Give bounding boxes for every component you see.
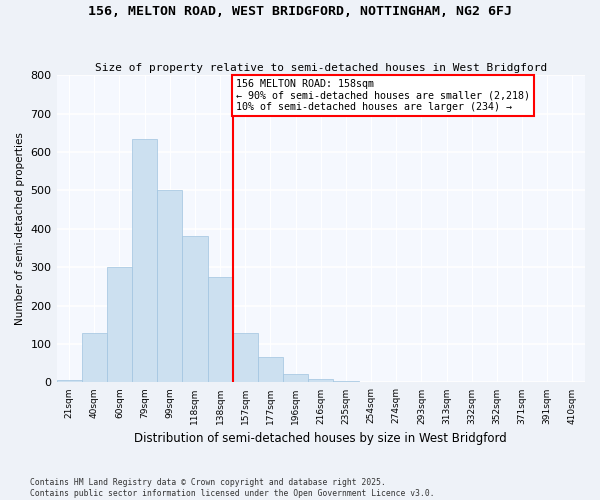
Y-axis label: Number of semi-detached properties: Number of semi-detached properties (15, 132, 25, 325)
Text: 156 MELTON ROAD: 158sqm
← 90% of semi-detached houses are smaller (2,218)
10% of: 156 MELTON ROAD: 158sqm ← 90% of semi-de… (236, 79, 530, 112)
Text: Contains HM Land Registry data © Crown copyright and database right 2025.
Contai: Contains HM Land Registry data © Crown c… (30, 478, 434, 498)
Bar (283, 374, 308, 382)
Title: Size of property relative to semi-detached houses in West Bridgford: Size of property relative to semi-detach… (95, 63, 547, 73)
Bar (157, 190, 182, 382)
Bar (107, 267, 132, 382)
Bar (258, 358, 283, 382)
Bar (208, 277, 233, 382)
Bar (82, 332, 107, 382)
Text: 156, MELTON ROAD, WEST BRIDGFORD, NOTTINGHAM, NG2 6FJ: 156, MELTON ROAD, WEST BRIDGFORD, NOTTIN… (88, 5, 512, 18)
Bar (56, 380, 82, 382)
Bar (182, 236, 208, 382)
X-axis label: Distribution of semi-detached houses by size in West Bridgford: Distribution of semi-detached houses by … (134, 432, 507, 445)
Bar (132, 138, 157, 382)
Bar (308, 380, 334, 382)
Bar (233, 332, 258, 382)
